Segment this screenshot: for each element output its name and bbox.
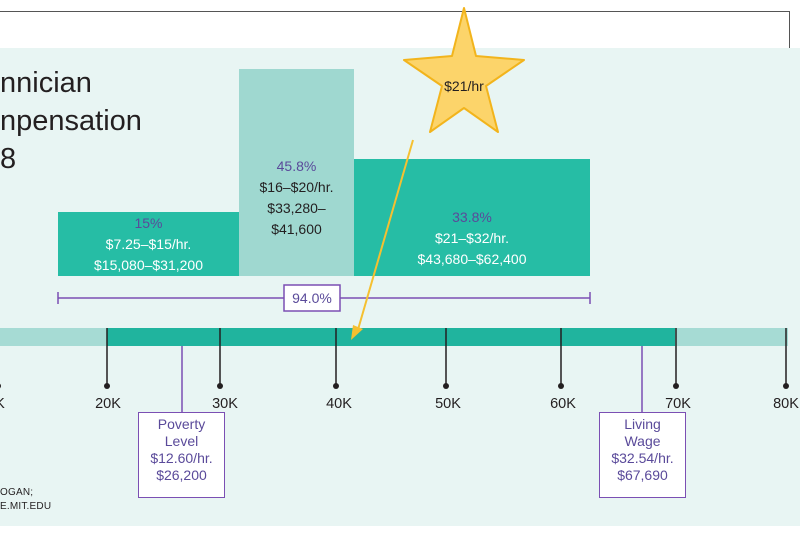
bar-2 — [239, 69, 354, 276]
top-frame — [0, 11, 790, 48]
axis-tick-dot-6 — [673, 383, 679, 389]
tick-label-10k: K — [0, 396, 20, 412]
poverty-line-1: Poverty — [157, 416, 206, 432]
bar-1-wage-label: $7.25–$15/hr. — [105, 236, 192, 252]
axis-tick-dot-1 — [104, 383, 110, 389]
tick-label-30k: 30K — [212, 396, 238, 412]
bar-2-percent-label: 45.8% — [276, 158, 317, 174]
tick-label-20k: 20K — [95, 396, 121, 412]
source-line-2: E.MIT.EDU — [0, 501, 52, 512]
axis-tick-dot-0 — [0, 383, 1, 389]
bar-2-salary-label-2: $41,600 — [271, 221, 322, 237]
tick-label-80k: 80K — [773, 396, 799, 412]
poverty-line-4: $26,200 — [156, 467, 207, 483]
bar-3 — [354, 159, 590, 276]
bar-3-wage-label: $21–$32/hr. — [435, 230, 509, 246]
living-wage-callout: Living Wage $32.54/hr. $67,690 — [599, 412, 686, 498]
tick-label-50k: 50K — [435, 396, 461, 412]
tick-label-40k: 40K — [326, 396, 352, 412]
bar-1 — [58, 212, 239, 276]
poverty-level-callout: Poverty Level $12.60/hr. $26,200 — [138, 412, 225, 498]
star-marker — [403, 7, 525, 133]
living-wage-line-2: Wage — [624, 433, 661, 449]
star-label: $21/hr — [444, 78, 484, 94]
bar-3-percent-label: 33.8% — [452, 209, 492, 225]
axis-tick-dot-4 — [443, 383, 449, 389]
living-wage-line-1: Living — [624, 416, 661, 432]
star-arrow — [351, 139, 414, 340]
bar-2-salary-label-1: $33,280– — [267, 200, 326, 216]
living-wage-line-3: $32.54/hr. — [611, 450, 674, 466]
axis-ticks — [0, 328, 789, 389]
bar-2-wage-label: $16–$20/hr. — [259, 179, 334, 195]
living-wage-line-4: $67,690 — [617, 467, 668, 483]
axis-highlight-band — [107, 328, 675, 346]
tick-label-70k: 70K — [665, 396, 691, 412]
percent-bracket — [57, 284, 591, 312]
bar-1-percent-label: 15% — [134, 215, 163, 231]
axis-tick-dot-5 — [558, 383, 564, 389]
axis-tick-dot-3 — [333, 383, 339, 389]
bracket-label: 94.0% — [292, 290, 332, 306]
source-line-1: OGAN; — [0, 487, 34, 498]
axis-tick-dot-2 — [217, 383, 223, 389]
title-line-2: npensation — [0, 105, 142, 137]
title-line-3: 8 — [0, 143, 17, 175]
tick-label-60k: 60K — [550, 396, 576, 412]
bar-3-salary-label: $43,680–$62,400 — [417, 251, 527, 267]
title-line-1: nnician — [0, 67, 92, 99]
poverty-line-3: $12.60/hr. — [150, 450, 213, 466]
poverty-line-2: Level — [164, 433, 199, 449]
axis-tick-dot-7 — [783, 383, 789, 389]
bar-1-salary-label: $15,080–$31,200 — [94, 257, 203, 273]
